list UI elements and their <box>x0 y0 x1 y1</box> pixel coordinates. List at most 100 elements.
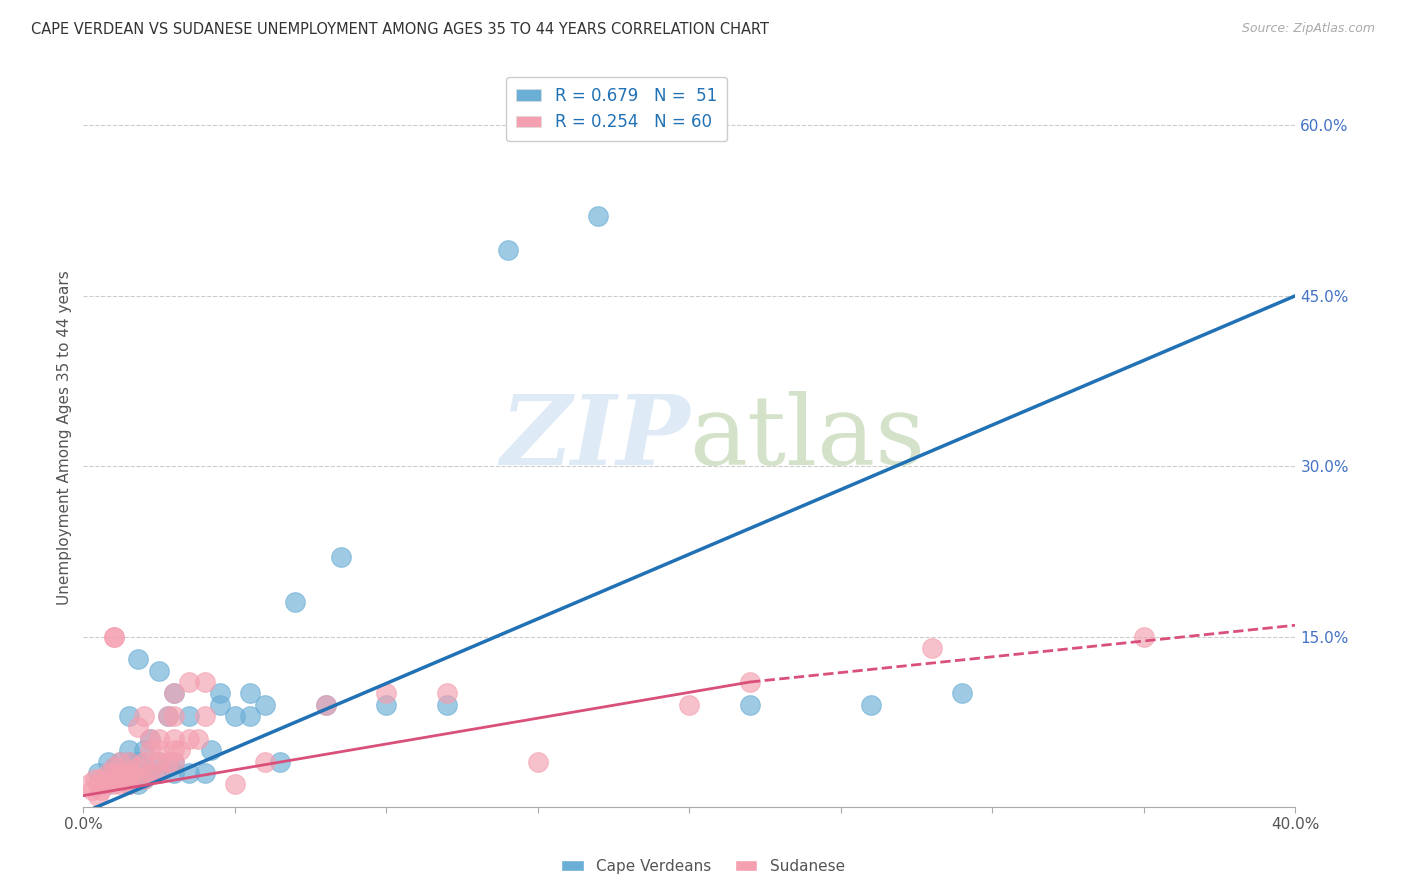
Point <box>436 686 458 700</box>
Point <box>118 743 141 757</box>
Point <box>118 709 141 723</box>
Point <box>163 743 186 757</box>
Point <box>239 709 262 723</box>
Point <box>1133 630 1156 644</box>
Point <box>436 698 458 712</box>
Point <box>148 755 170 769</box>
Point <box>284 595 307 609</box>
Point <box>127 777 149 791</box>
Point <box>269 755 291 769</box>
Point <box>254 755 277 769</box>
Point <box>738 675 761 690</box>
Text: Source: ZipAtlas.com: Source: ZipAtlas.com <box>1241 22 1375 36</box>
Point <box>193 765 215 780</box>
Point <box>132 709 155 723</box>
Point <box>118 765 141 780</box>
Point <box>193 675 215 690</box>
Point <box>208 686 231 700</box>
Point <box>132 743 155 757</box>
Point <box>148 731 170 746</box>
Point <box>315 698 337 712</box>
Legend: R = 0.679   N =  51, R = 0.254   N = 60: R = 0.679 N = 51, R = 0.254 N = 60 <box>506 77 727 141</box>
Point <box>127 765 149 780</box>
Point <box>148 765 170 780</box>
Point <box>224 777 246 791</box>
Point <box>90 783 112 797</box>
Point <box>193 709 215 723</box>
Text: CAPE VERDEAN VS SUDANESE UNEMPLOYMENT AMONG AGES 35 TO 44 YEARS CORRELATION CHAR: CAPE VERDEAN VS SUDANESE UNEMPLOYMENT AM… <box>31 22 769 37</box>
Point <box>132 772 155 786</box>
Point <box>127 760 149 774</box>
Point <box>108 755 131 769</box>
Text: atlas: atlas <box>689 391 925 484</box>
Point <box>950 686 973 700</box>
Point <box>148 664 170 678</box>
Point <box>139 731 162 746</box>
Point <box>179 731 201 746</box>
Point <box>103 630 125 644</box>
Y-axis label: Unemployment Among Ages 35 to 44 years: Unemployment Among Ages 35 to 44 years <box>58 270 72 605</box>
Point <box>179 765 201 780</box>
Point <box>108 772 131 786</box>
Point <box>103 765 125 780</box>
Point <box>103 765 125 780</box>
Point <box>87 789 110 803</box>
Point <box>375 686 398 700</box>
Point <box>118 772 141 786</box>
Point <box>163 686 186 700</box>
Point <box>108 755 131 769</box>
Point <box>108 765 131 780</box>
Point <box>118 765 141 780</box>
Point <box>132 772 155 786</box>
Point <box>496 244 519 258</box>
Point <box>103 630 125 644</box>
Point <box>87 777 110 791</box>
Point <box>127 772 149 786</box>
Point <box>200 743 222 757</box>
Point <box>148 765 170 780</box>
Point <box>82 783 104 797</box>
Point <box>139 765 162 780</box>
Point <box>103 772 125 786</box>
Point <box>108 772 131 786</box>
Point <box>118 777 141 791</box>
Point <box>163 709 186 723</box>
Point <box>139 765 162 780</box>
Point <box>127 721 149 735</box>
Point <box>79 777 101 791</box>
Point <box>127 755 149 769</box>
Point <box>860 698 883 712</box>
Point <box>157 709 180 723</box>
Point <box>163 765 186 780</box>
Point <box>103 777 125 791</box>
Point <box>224 709 246 723</box>
Point <box>527 755 550 769</box>
Point <box>127 652 149 666</box>
Text: ZIP: ZIP <box>499 391 689 484</box>
Point <box>163 755 186 769</box>
Point <box>90 772 112 786</box>
Point <box>179 675 201 690</box>
Point <box>118 777 141 791</box>
Point <box>96 777 118 791</box>
Point <box>103 760 125 774</box>
Point <box>208 698 231 712</box>
Point <box>921 640 943 655</box>
Point <box>148 755 170 769</box>
Point <box>96 765 118 780</box>
Point <box>163 731 186 746</box>
Point <box>157 709 180 723</box>
Point <box>678 698 700 712</box>
Point <box>93 777 115 791</box>
Legend: Cape Verdeans, Sudanese: Cape Verdeans, Sudanese <box>555 853 851 880</box>
Point <box>187 731 209 746</box>
Point <box>103 772 125 786</box>
Point <box>84 772 107 786</box>
Point <box>239 686 262 700</box>
Point <box>163 686 186 700</box>
Point <box>118 755 141 769</box>
Point <box>179 709 201 723</box>
Point <box>329 549 352 564</box>
Point <box>139 731 162 746</box>
Point <box>96 755 118 769</box>
